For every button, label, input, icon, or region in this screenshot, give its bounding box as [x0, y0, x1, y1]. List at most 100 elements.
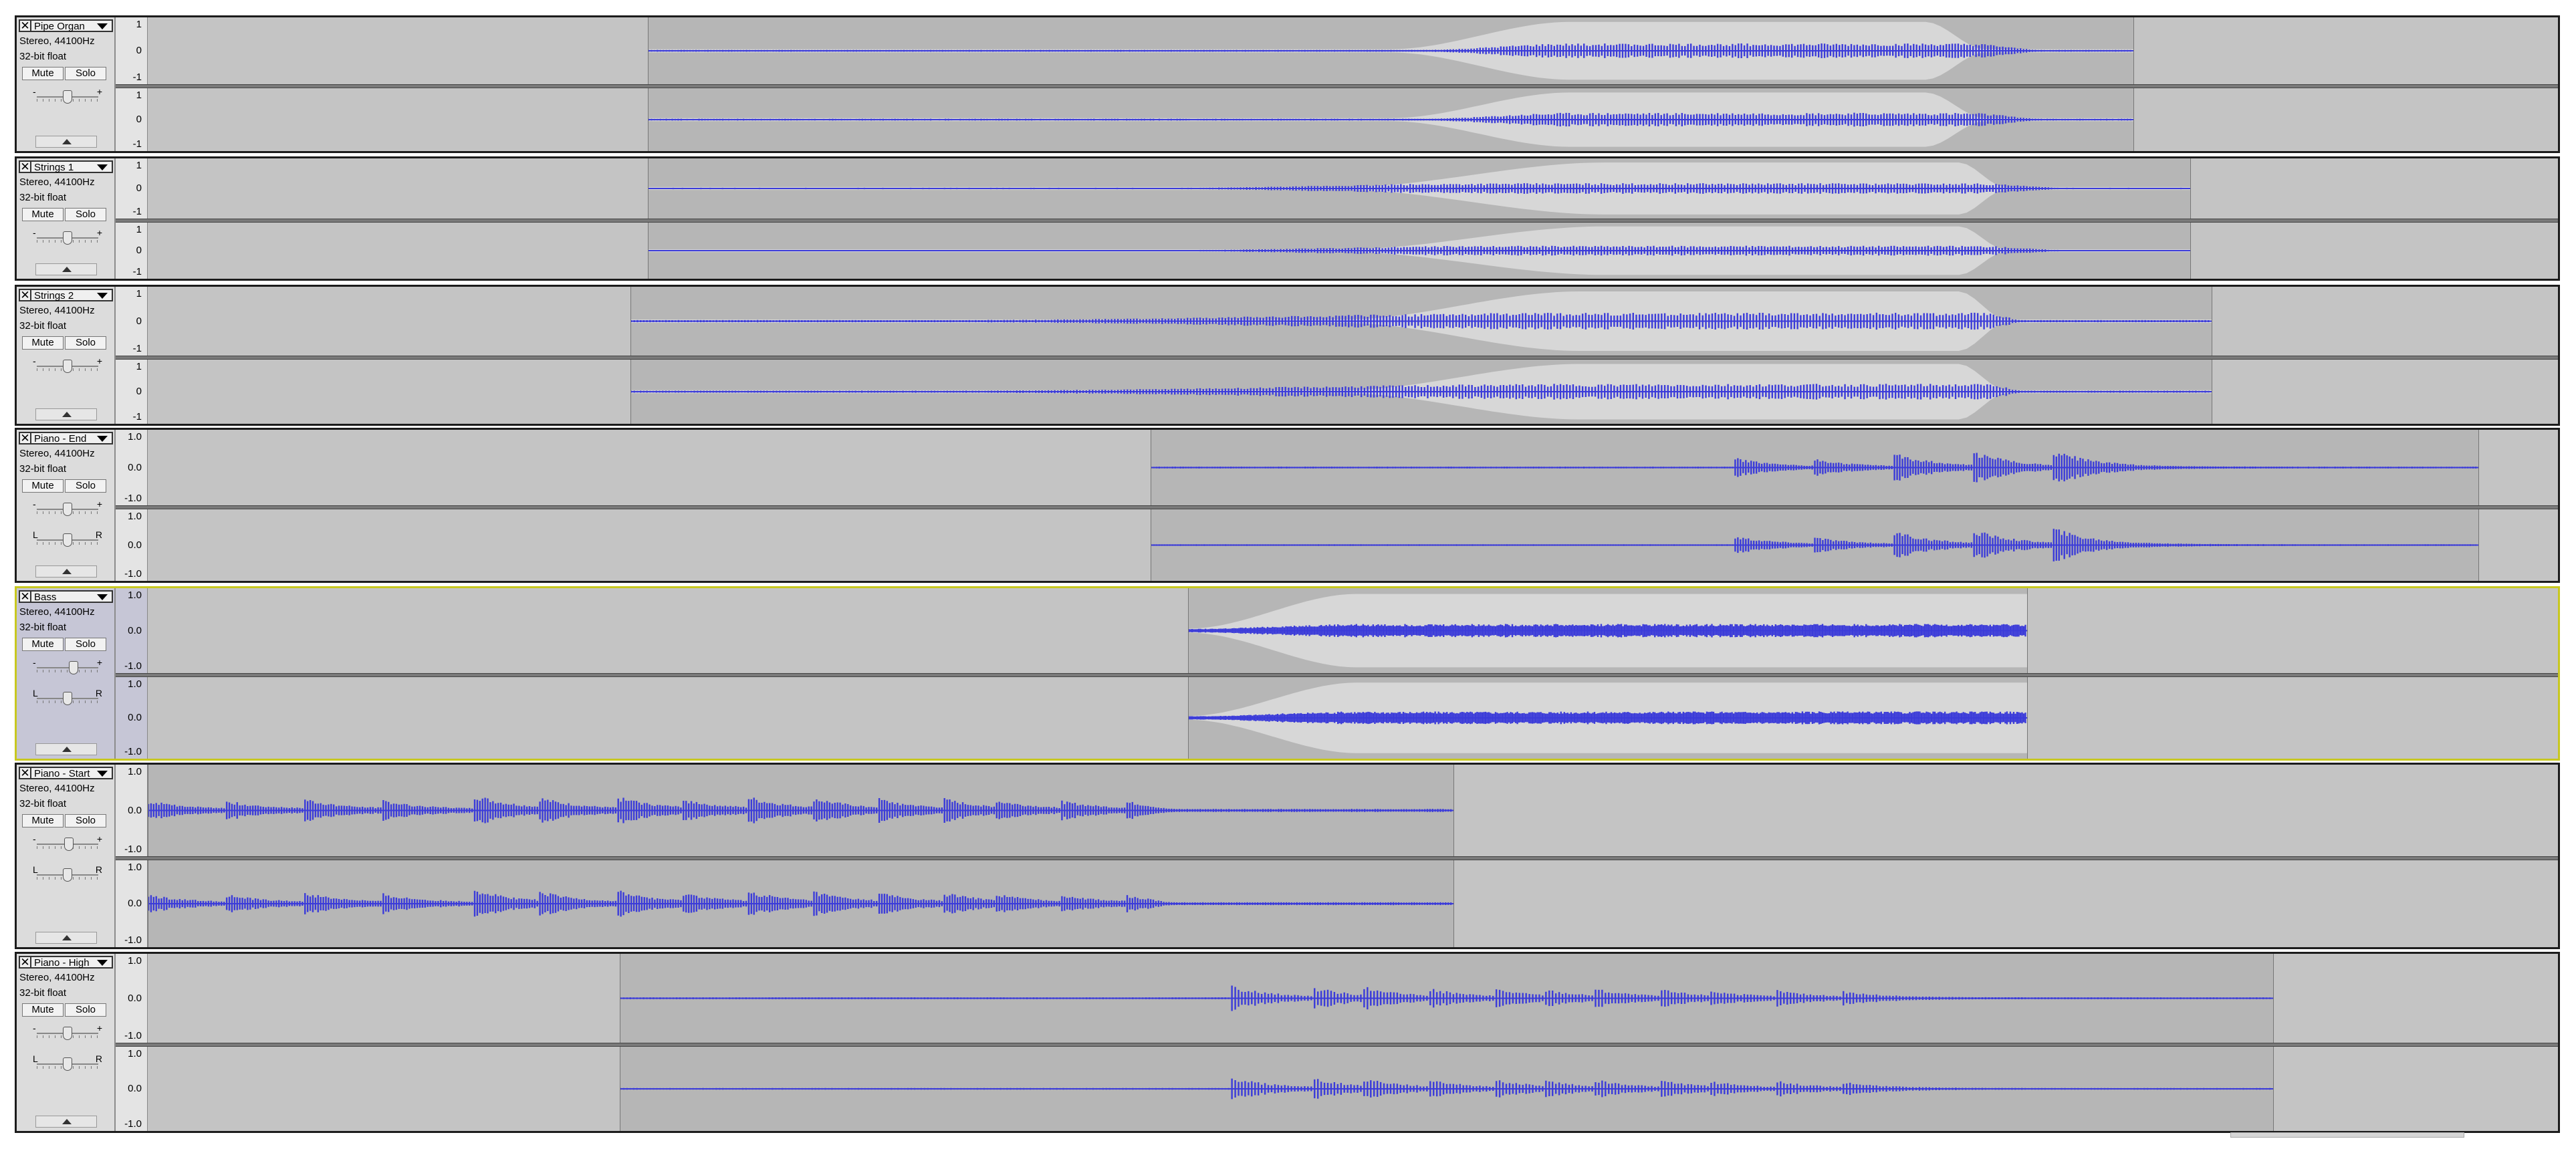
- close-icon[interactable]: ✕: [19, 160, 31, 173]
- track-piano-end[interactable]: ✕ Piano - End Stereo, 44100Hz 32-bit flo…: [15, 428, 2560, 583]
- clip-area[interactable]: [148, 158, 2558, 219]
- track-name-menu-button[interactable]: Piano - End: [31, 432, 113, 444]
- track-name-menu-button[interactable]: Piano - Start: [31, 767, 113, 779]
- clip-area[interactable]: [148, 588, 2558, 673]
- mute-button[interactable]: Mute: [22, 1003, 64, 1017]
- gain-slider[interactable]: - +: [22, 658, 113, 676]
- close-icon[interactable]: ✕: [19, 289, 31, 301]
- track-strings-2[interactable]: ✕ Strings 2 Stereo, 44100Hz 32-bit float…: [15, 285, 2560, 426]
- gain-slider-thumb[interactable]: [63, 360, 72, 373]
- clip-area[interactable]: [148, 509, 2558, 581]
- pan-slider[interactable]: L R: [22, 865, 113, 884]
- audio-clip[interactable]: [1151, 509, 2479, 581]
- solo-button[interactable]: Solo: [65, 208, 106, 221]
- pan-slider[interactable]: L R: [22, 1054, 113, 1073]
- channel-left[interactable]: 1.0 0.0 -1.0: [116, 588, 2558, 673]
- gain-slider-thumb[interactable]: [64, 838, 74, 851]
- gain-slider-thumb[interactable]: [63, 90, 72, 104]
- channel-right[interactable]: 1.0 0.0 -1.0: [116, 1047, 2558, 1131]
- close-icon[interactable]: ✕: [19, 956, 31, 969]
- clip-area[interactable]: [148, 860, 2558, 947]
- mute-button[interactable]: Mute: [22, 814, 64, 827]
- audio-clip[interactable]: [148, 860, 1454, 947]
- channel-left[interactable]: 1.0 0.0 -1.0: [116, 765, 2558, 856]
- mute-button[interactable]: Mute: [22, 336, 64, 350]
- track-piano-high[interactable]: ✕ Piano - High Stereo, 44100Hz 32-bit fl…: [15, 952, 2560, 1133]
- track-name-menu-button[interactable]: Strings 2: [31, 289, 113, 301]
- channel-right[interactable]: 1.0 0.0 -1.0: [116, 860, 2558, 947]
- track-piano-start[interactable]: ✕ Piano - Start Stereo, 44100Hz 32-bit f…: [15, 763, 2560, 949]
- solo-button[interactable]: Solo: [65, 67, 106, 80]
- collapse-track-button[interactable]: [35, 743, 97, 755]
- audio-clip[interactable]: [148, 765, 1454, 856]
- track-name-menu-button[interactable]: Piano - High: [31, 956, 113, 969]
- solo-button[interactable]: Solo: [65, 336, 106, 350]
- solo-button[interactable]: Solo: [65, 814, 106, 827]
- collapse-track-button[interactable]: [35, 1116, 97, 1128]
- mute-button[interactable]: Mute: [22, 208, 64, 221]
- audio-clip[interactable]: [620, 1047, 2274, 1131]
- audio-clip[interactable]: [1151, 430, 2479, 505]
- collapse-track-button[interactable]: [35, 408, 97, 420]
- audio-clip[interactable]: [648, 88, 2134, 151]
- mute-button[interactable]: Mute: [22, 67, 64, 80]
- channel-right[interactable]: 1.0 0.0 -1.0: [116, 677, 2558, 759]
- audio-clip[interactable]: [1188, 588, 2028, 673]
- gain-slider[interactable]: - +: [22, 1023, 113, 1042]
- collapse-track-button[interactable]: [35, 136, 97, 148]
- channel-right[interactable]: 1 0 -1: [116, 88, 2558, 151]
- solo-button[interactable]: Solo: [65, 479, 106, 493]
- gain-slider[interactable]: - +: [22, 356, 113, 375]
- channel-left[interactable]: 1 0 -1: [116, 158, 2558, 219]
- gain-slider[interactable]: - +: [22, 228, 113, 247]
- collapse-track-button[interactable]: [35, 565, 97, 578]
- close-icon[interactable]: ✕: [19, 432, 31, 444]
- gain-slider[interactable]: - +: [22, 87, 113, 106]
- gain-slider[interactable]: - +: [22, 834, 113, 853]
- channel-right[interactable]: 1 0 -1: [116, 223, 2558, 279]
- audio-clip[interactable]: [1188, 677, 2028, 759]
- gain-slider-thumb[interactable]: [63, 231, 72, 245]
- solo-button[interactable]: Solo: [65, 638, 106, 651]
- clip-area[interactable]: [148, 17, 2558, 84]
- clip-area[interactable]: [148, 1047, 2558, 1131]
- gain-slider-thumb[interactable]: [63, 1027, 72, 1040]
- clip-area[interactable]: [148, 765, 2558, 856]
- collapse-track-button[interactable]: [35, 932, 97, 944]
- collapse-track-button[interactable]: [35, 263, 97, 275]
- audio-clip[interactable]: [630, 360, 2212, 424]
- pan-slider-thumb[interactable]: [63, 868, 72, 882]
- close-icon[interactable]: ✕: [19, 767, 31, 779]
- close-icon[interactable]: ✕: [19, 19, 31, 32]
- audio-clip[interactable]: [648, 17, 2134, 84]
- track-name-menu-button[interactable]: Pipe Organ: [31, 19, 113, 32]
- clip-area[interactable]: [148, 287, 2558, 356]
- solo-button[interactable]: Solo: [65, 1003, 106, 1017]
- channel-left[interactable]: 1.0 0.0 -1.0: [116, 954, 2558, 1043]
- channel-right[interactable]: 1 0 -1: [116, 360, 2558, 424]
- clip-area[interactable]: [148, 954, 2558, 1043]
- mute-button[interactable]: Mute: [22, 638, 64, 651]
- clip-area[interactable]: [148, 223, 2558, 279]
- channel-left[interactable]: 1 0 -1: [116, 287, 2558, 356]
- pan-slider[interactable]: L R: [22, 688, 113, 707]
- pan-slider-thumb[interactable]: [63, 1057, 72, 1071]
- track-strings-1[interactable]: ✕ Strings 1 Stereo, 44100Hz 32-bit float…: [15, 156, 2560, 281]
- gain-slider-thumb[interactable]: [69, 661, 79, 674]
- pan-slider[interactable]: L R: [22, 530, 113, 549]
- clip-area[interactable]: [148, 430, 2558, 505]
- track-pipe-organ[interactable]: ✕ Pipe Organ Stereo, 44100Hz 32-bit floa…: [15, 15, 2560, 153]
- channel-right[interactable]: 1.0 0.0 -1.0: [116, 509, 2558, 581]
- track-name-menu-button[interactable]: Strings 1: [31, 160, 113, 173]
- horizontal-scrollbar-thumb[interactable]: [2230, 1132, 2464, 1138]
- channel-left[interactable]: 1 0 -1: [116, 17, 2558, 84]
- channel-left[interactable]: 1.0 0.0 -1.0: [116, 430, 2558, 505]
- pan-slider-thumb[interactable]: [63, 692, 72, 705]
- track-name-menu-button[interactable]: Bass: [31, 590, 113, 603]
- gain-slider-thumb[interactable]: [63, 503, 72, 516]
- track-bass[interactable]: ✕ Bass Stereo, 44100Hz 32-bit float Mute…: [15, 586, 2560, 761]
- gain-slider[interactable]: - +: [22, 499, 113, 518]
- clip-area[interactable]: [148, 360, 2558, 424]
- close-icon[interactable]: ✕: [19, 590, 31, 603]
- audio-clip[interactable]: [620, 954, 2274, 1043]
